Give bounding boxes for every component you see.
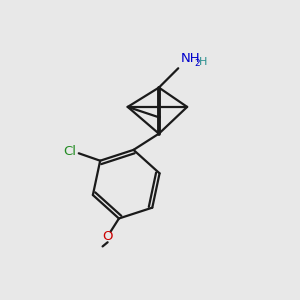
Text: NH: NH [181,52,200,65]
Text: H: H [199,57,207,68]
Text: 2: 2 [194,59,200,68]
Text: Cl: Cl [63,145,76,158]
Text: O: O [102,230,113,243]
